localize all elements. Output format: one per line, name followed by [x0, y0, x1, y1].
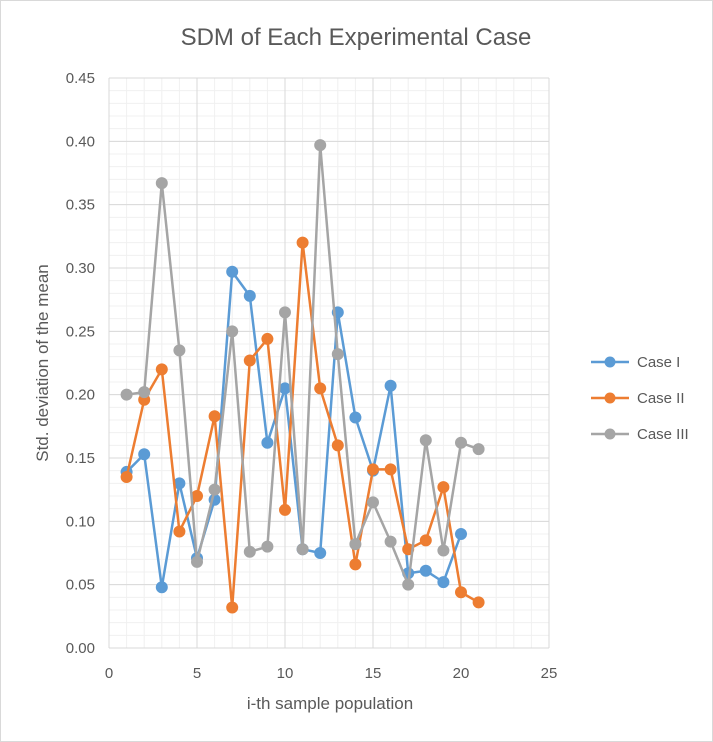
x-tick-label: 25 — [541, 665, 558, 682]
data-point — [191, 555, 203, 568]
data-point — [419, 564, 432, 577]
data-point — [367, 496, 379, 509]
y-tick-label: 0.45 — [66, 70, 95, 87]
data-point — [296, 543, 309, 556]
data-point — [331, 439, 344, 452]
data-point — [455, 528, 467, 540]
data-point — [155, 177, 168, 190]
data-point — [419, 434, 432, 447]
data-point — [226, 265, 239, 278]
data-point — [261, 540, 274, 553]
series-line — [125, 270, 463, 589]
x-tick-label: 15 — [365, 665, 382, 682]
legend-swatch-marker — [604, 356, 616, 368]
x-tick-label: 20 — [453, 665, 470, 682]
legend-item: Case II — [591, 390, 685, 407]
chart-title: SDM of Each Experimental Case — [181, 24, 532, 51]
y-tick-label: 0.15 — [66, 450, 95, 467]
y-tick-label: 0.20 — [66, 387, 95, 404]
data-point — [138, 386, 151, 399]
legend-item: Case I — [591, 354, 680, 371]
x-tick-label: 0 — [105, 665, 113, 682]
data-point — [437, 481, 450, 494]
legend-swatch-marker — [604, 392, 616, 404]
data-point — [419, 534, 432, 547]
y-tick-label: 0.05 — [66, 577, 95, 594]
data-point — [437, 544, 450, 557]
data-point — [455, 586, 467, 599]
data-point — [437, 576, 450, 589]
data-point — [279, 306, 291, 319]
data-point — [314, 547, 327, 559]
data-point — [296, 236, 309, 249]
series-2 — [120, 236, 485, 614]
y-tick-label: 0.25 — [66, 323, 95, 340]
legend-swatch-marker — [604, 428, 616, 440]
data-point — [226, 601, 239, 614]
data-point — [384, 535, 397, 548]
data-point — [314, 139, 327, 152]
data-point — [208, 410, 221, 423]
data-point — [279, 503, 291, 516]
data-point — [243, 545, 256, 558]
y-tick-label: 0.35 — [66, 197, 95, 214]
data-point — [261, 332, 274, 345]
legend-label: Case I — [637, 354, 680, 371]
legend-label: Case III — [637, 426, 689, 443]
data-point — [120, 471, 133, 483]
data-point — [349, 558, 362, 571]
x-tick-label: 5 — [193, 665, 201, 682]
major-gridlines — [108, 77, 550, 649]
data-point — [472, 443, 485, 456]
y-tick-label: 0.00 — [66, 640, 95, 657]
data-point — [261, 436, 274, 449]
y-tick-label: 0.40 — [66, 133, 95, 150]
data-point — [384, 379, 397, 392]
y-tick-label: 0.30 — [66, 260, 95, 277]
data-point — [191, 490, 203, 502]
y-axis-label: Std. deviation of the mean — [33, 264, 52, 462]
data-point — [349, 538, 362, 551]
legend: Case I Case II Case III — [591, 354, 689, 443]
y-axis-ticks: 0.00 0.05 0.10 0.15 0.20 0.25 0.30 0.35 0.40 0.45 — [66, 70, 95, 657]
data-point — [173, 344, 186, 357]
legend-label: Case II — [637, 390, 685, 407]
data-point — [226, 325, 239, 338]
x-axis-ticks: 0 5 10 15 20 25 — [105, 665, 558, 682]
series-layer — [120, 139, 485, 614]
data-point — [331, 348, 344, 361]
data-point — [314, 382, 327, 395]
x-tick-label: 10 — [277, 665, 294, 682]
data-point — [155, 581, 168, 594]
data-point — [402, 578, 415, 591]
data-point — [243, 289, 256, 302]
legend-item: Case III — [591, 426, 689, 443]
data-point — [455, 436, 467, 449]
data-point — [384, 463, 397, 476]
data-point — [208, 483, 221, 496]
data-point — [367, 463, 379, 476]
data-point — [279, 382, 291, 395]
x-axis-label: i-th sample population — [247, 694, 413, 713]
data-point — [155, 363, 168, 376]
data-point — [120, 388, 133, 401]
y-tick-label: 0.10 — [66, 513, 95, 530]
data-point — [138, 448, 151, 461]
minor-gridlines — [108, 77, 550, 649]
data-point — [243, 354, 256, 367]
data-point — [173, 525, 186, 538]
series-3 — [120, 139, 485, 591]
data-point — [349, 411, 362, 424]
data-point — [472, 596, 485, 609]
